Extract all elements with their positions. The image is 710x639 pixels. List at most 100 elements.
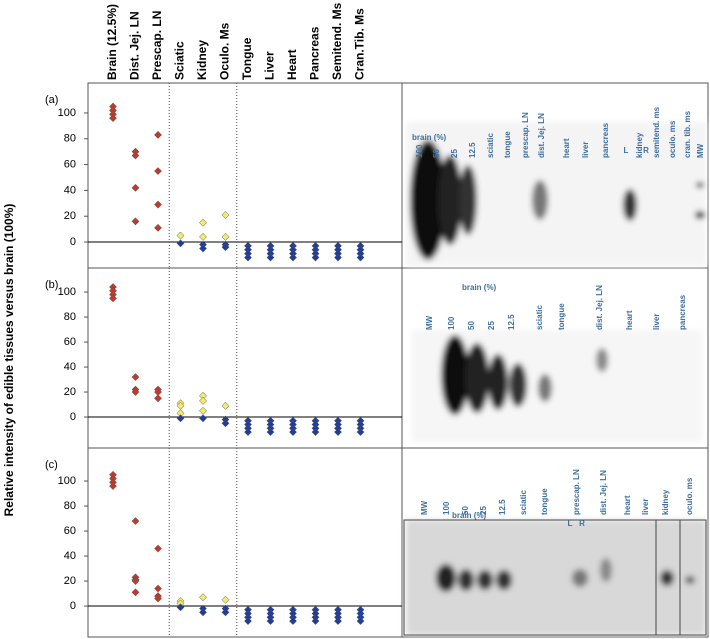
lane-label: 100 xyxy=(442,501,451,515)
data-point xyxy=(176,414,185,423)
lane-label: tongue xyxy=(557,303,566,330)
y-tick-label: 100 xyxy=(58,475,76,487)
lane-label: heart xyxy=(625,310,634,330)
category-label: Pancreas xyxy=(308,26,322,80)
lane-label: pancreas xyxy=(678,294,687,330)
y-tick-label: 100 xyxy=(58,107,76,119)
lane-label: semitend. ms xyxy=(652,106,661,158)
data-point xyxy=(289,617,297,626)
lane-label: liver xyxy=(652,314,661,330)
category-label: Prescap. LN xyxy=(150,11,164,80)
lane-label: pancreas xyxy=(601,122,610,158)
data-point xyxy=(289,253,297,262)
lane-label: dist. Jej. LN xyxy=(537,113,546,158)
data-point xyxy=(176,603,185,612)
data-point xyxy=(334,617,342,626)
y-tick-label: 20 xyxy=(64,575,76,587)
y-tick-label: 60 xyxy=(64,336,76,348)
data-point xyxy=(334,428,342,437)
y-tick-label: 80 xyxy=(64,311,76,323)
category-label: Semitend. Ms xyxy=(330,2,344,80)
blot-header: brain (%) xyxy=(462,283,497,292)
y-tick-label: 0 xyxy=(70,411,76,423)
data-point xyxy=(154,544,162,553)
data-point xyxy=(199,218,207,227)
data-point xyxy=(199,414,207,423)
panel-label: (a) xyxy=(45,94,58,106)
data-point xyxy=(311,428,320,437)
y-tick-label: 20 xyxy=(64,210,76,222)
blot-images xyxy=(406,122,706,635)
data-point xyxy=(221,419,230,428)
data-point xyxy=(176,239,185,248)
y-tick-label: 40 xyxy=(64,184,76,196)
lane-label: 50 xyxy=(467,321,476,330)
data-point xyxy=(199,232,207,241)
lane-label: cran. tib. ms xyxy=(683,110,692,158)
y-tick-label: 100 xyxy=(58,286,76,298)
y-tick-label: 40 xyxy=(64,361,76,373)
y-tick-label: 80 xyxy=(64,133,76,145)
lane-label: kidney xyxy=(635,132,644,158)
data-point xyxy=(199,608,207,617)
data-point xyxy=(356,253,365,262)
data-point xyxy=(199,406,207,415)
lane-label: sciatic xyxy=(535,305,544,330)
data-point xyxy=(334,253,342,262)
data-point xyxy=(131,577,140,586)
category-label: Oculo. Ms xyxy=(218,22,232,80)
data-point xyxy=(154,167,162,175)
data-point xyxy=(221,608,230,617)
data-point xyxy=(154,394,162,403)
data-point xyxy=(154,584,162,593)
data-point xyxy=(109,114,117,123)
category-label: Cran.Tib. Ms xyxy=(353,8,367,80)
panel-frames xyxy=(87,82,709,638)
data-point xyxy=(199,593,207,602)
y-tick-label: 80 xyxy=(64,500,76,512)
lane-label: liver xyxy=(581,142,590,158)
category-label: Dist. Jej. LN xyxy=(128,11,142,80)
lane-side-label: R xyxy=(643,146,649,155)
data-point xyxy=(154,594,162,603)
lane-label: oculo. ms xyxy=(685,477,694,515)
y-axis-title: Relative intensity of edible tissues ver… xyxy=(2,204,16,517)
y-tick-label: 0 xyxy=(70,600,76,612)
data-point xyxy=(244,617,252,626)
lane-label: 50 xyxy=(461,506,470,515)
lane-label: 25 xyxy=(479,506,488,515)
y-tick-label: 60 xyxy=(64,158,76,170)
data-point xyxy=(266,253,275,262)
data-point xyxy=(356,428,365,437)
data-point xyxy=(154,223,162,232)
data-point xyxy=(289,428,297,437)
lane-label: 12.5 xyxy=(507,314,516,330)
data-point xyxy=(131,388,140,397)
lane-label: prescap. LN xyxy=(521,112,530,158)
data-point xyxy=(131,517,140,526)
data-point xyxy=(131,183,140,192)
lane-label: dist. Jej. LN xyxy=(595,285,604,330)
lane-label: sciatic xyxy=(519,490,528,515)
lane-label: MW xyxy=(425,315,434,330)
panel-label: (c) xyxy=(45,459,58,471)
lane-label: kidney xyxy=(661,489,670,515)
data-point xyxy=(109,482,117,491)
lane-label: MW xyxy=(696,143,705,158)
lane-side-label: L xyxy=(624,146,629,155)
lane-side-label: L xyxy=(568,519,573,528)
data-point xyxy=(131,588,140,597)
lane-label: sciatic xyxy=(486,133,495,158)
category-label: Brain (12.5%) xyxy=(105,4,119,80)
data-point xyxy=(244,253,252,262)
data-point xyxy=(266,428,275,437)
data-point xyxy=(131,151,140,160)
data-point xyxy=(176,231,185,240)
y-tick-label: 20 xyxy=(64,386,76,398)
data-point xyxy=(154,130,162,139)
data-point xyxy=(356,617,365,626)
panel-label: (b) xyxy=(45,279,58,291)
lane-label: 25 xyxy=(450,149,459,158)
lane-label: tongue xyxy=(540,488,549,515)
